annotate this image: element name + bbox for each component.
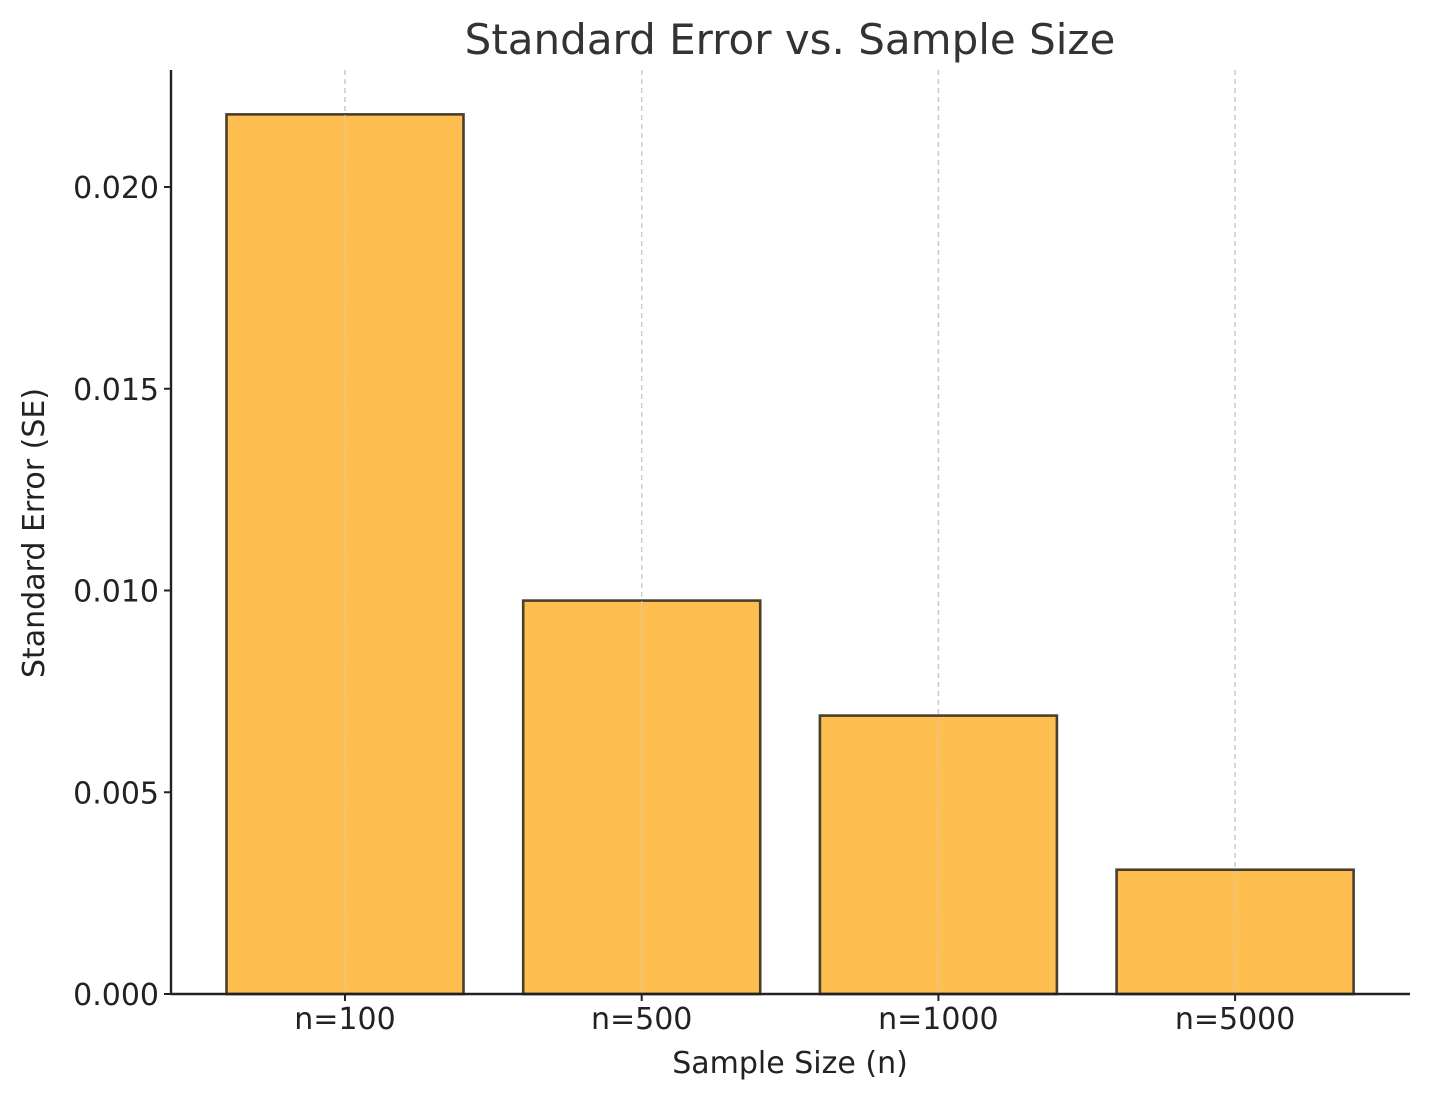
chart-title: Standard Error vs. Sample Size: [465, 15, 1116, 64]
y-axis-label: Standard Error (SE): [17, 388, 52, 678]
y-axis-ticks: 0.000 0.005 0.010 0.015 0.020: [73, 171, 171, 1013]
y-tick-label: 0.005: [73, 776, 159, 811]
y-tick-label: 0.020: [73, 171, 159, 206]
y-tick-label: 0.000: [73, 978, 159, 1013]
x-tick-label: n=100: [294, 1002, 395, 1037]
grid-lines: [344, 70, 1236, 994]
x-axis-label: Sample Size (n): [672, 1046, 908, 1081]
x-tick-label: n=5000: [1175, 1002, 1296, 1037]
x-axis-ticks: n=100 n=500 n=1000 n=5000: [294, 994, 1295, 1037]
x-tick-label: n=500: [591, 1002, 692, 1037]
x-tick-label: n=1000: [878, 1002, 999, 1037]
bar-n=5000: [1115, 868, 1355, 996]
y-tick-label: 0.010: [73, 575, 159, 610]
y-tick-label: 0.015: [73, 373, 159, 408]
bars: [225, 113, 1355, 996]
axes: [169, 70, 1410, 996]
